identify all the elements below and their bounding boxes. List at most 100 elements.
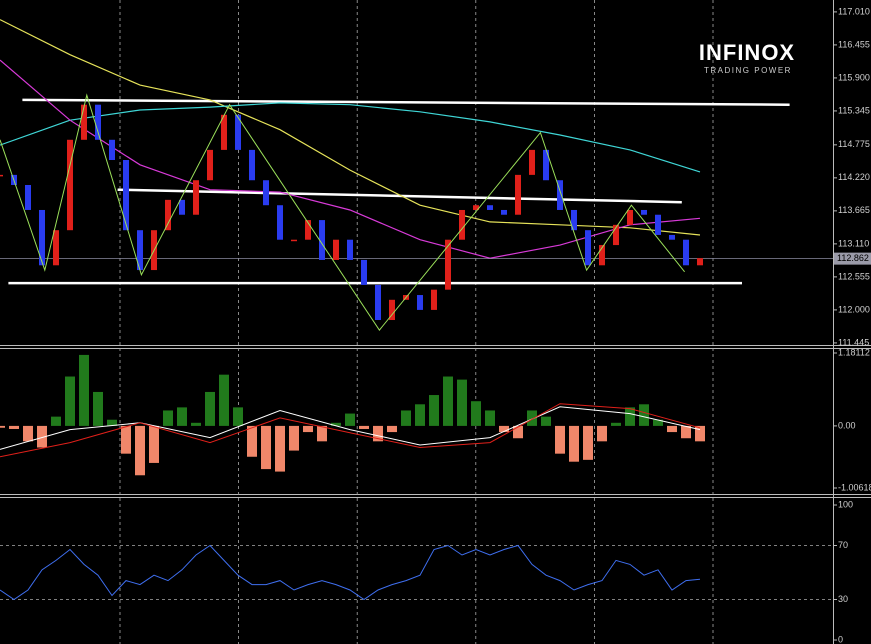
candle: [641, 209, 647, 215]
time-grid: [119, 0, 714, 644]
candle: [39, 209, 45, 266]
histogram-bar: [625, 407, 635, 426]
histogram-bar: [443, 376, 453, 426]
candle: [697, 258, 703, 266]
candle: [319, 220, 325, 260]
candle: [207, 149, 213, 181]
histogram-bar: [499, 425, 509, 433]
moving-average: [0, 102, 701, 173]
logo-name: INFINOX: [699, 40, 795, 65]
histogram-bar: [695, 425, 705, 442]
candle: [543, 149, 549, 181]
histogram-bar: [541, 416, 551, 426]
y-tick-label: 117.010: [838, 6, 870, 16]
histogram-bar: [191, 422, 201, 426]
candle: [473, 205, 479, 210]
candle: [0, 174, 3, 177]
candle: [81, 104, 87, 140]
histogram-bar: [219, 374, 229, 426]
candle: [221, 114, 227, 150]
histogram-bar: [135, 425, 145, 476]
histogram-bar: [597, 425, 607, 442]
candle: [361, 259, 367, 285]
histogram-bar: [513, 425, 523, 439]
histogram-bar: [261, 425, 271, 470]
histogram-bar: [163, 410, 173, 426]
candle: [95, 104, 101, 140]
histogram-bar: [331, 422, 341, 426]
candle: [417, 295, 423, 310]
macd-line: [0, 403, 701, 458]
candle: [123, 160, 129, 231]
histogram-bar: [51, 416, 61, 426]
marks: 117.010 116.455 115.900 115.345 114.775 114.2…: [0, 6, 871, 644]
y-tick-label: 113.110: [838, 238, 869, 248]
histogram-bar: [667, 425, 677, 433]
histogram-bar: [401, 410, 411, 426]
histogram-bar: [611, 422, 621, 426]
histogram-bar: [0, 425, 5, 428]
candle: [431, 289, 437, 310]
candle: [179, 199, 185, 215]
histogram-bar: [205, 391, 215, 426]
candle: [347, 239, 353, 260]
candle: [487, 205, 493, 210]
candle: [375, 284, 381, 321]
candle: [193, 180, 199, 215]
last-price-label: 112.862: [837, 253, 869, 263]
candle: [529, 149, 535, 175]
histogram-bar: [359, 425, 369, 429]
histogram-bar: [275, 425, 285, 472]
histogram-bar: [387, 425, 397, 433]
histogram-bar: [289, 425, 299, 451]
histogram-bar: [429, 395, 439, 426]
candle: [53, 230, 59, 266]
y-tick-label: 113.665: [838, 205, 870, 215]
histogram-bar: [37, 425, 47, 448]
candle: [291, 239, 297, 242]
zigzag: [0, 93, 685, 331]
trend-line: [117, 188, 682, 204]
candle: [445, 239, 451, 290]
candle: [333, 239, 339, 260]
histogram-bar: [65, 376, 75, 426]
histogram-bar: [23, 425, 33, 442]
y-tick-label: 114.220: [838, 172, 870, 182]
histogram-bar: [345, 413, 355, 426]
histogram-bar: [317, 425, 327, 442]
candle: [627, 209, 633, 225]
candle: [515, 174, 521, 215]
candle: [459, 209, 465, 240]
y-tick-label: 30: [838, 594, 848, 604]
candle: [277, 205, 283, 240]
candle: [557, 180, 563, 210]
histogram-bar: [471, 401, 481, 426]
candle: [655, 214, 661, 235]
histogram-bar: [9, 425, 19, 429]
candle: [263, 180, 269, 206]
candle: [67, 139, 73, 231]
y-tick-label: 115.900: [838, 72, 870, 82]
y-tick-label: -1.00618: [838, 482, 871, 492]
y-tick-label: 112.555: [838, 271, 870, 281]
histogram-bar: [93, 391, 103, 426]
candle: [249, 149, 255, 181]
histogram-bar: [373, 425, 383, 442]
candle: [669, 234, 675, 240]
histogram-bar: [247, 425, 257, 457]
histogram-bar: [233, 407, 243, 426]
candle: [109, 139, 115, 161]
histogram-bar: [527, 410, 537, 426]
y-tick-label: 0: [838, 634, 843, 644]
candle: [571, 209, 577, 231]
candle: [305, 220, 311, 240]
histogram-bar: [107, 419, 117, 426]
histogram-bar: [415, 404, 425, 426]
histogram-bar: [149, 425, 159, 463]
candle: [137, 230, 143, 271]
y-tick-label: 112.000: [838, 304, 870, 314]
moving-average: [0, 59, 701, 259]
